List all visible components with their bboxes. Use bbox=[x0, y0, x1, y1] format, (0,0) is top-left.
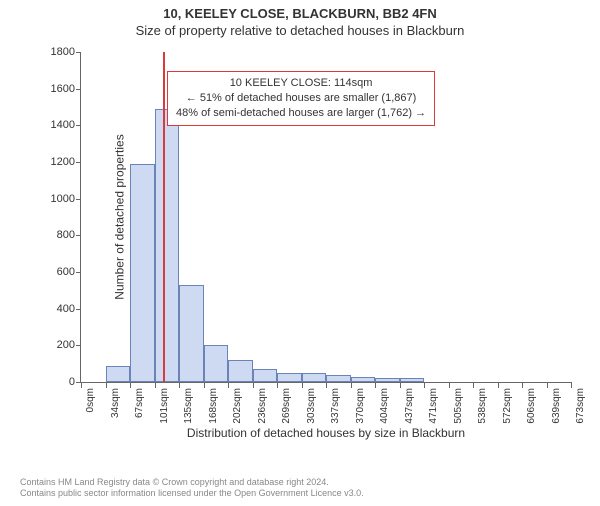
xtick-label: 202sqm bbox=[232, 388, 243, 424]
histogram-bar bbox=[155, 109, 180, 382]
ytick-label: 0 bbox=[69, 376, 75, 388]
xtick-label: 572sqm bbox=[502, 388, 513, 424]
ytick-label: 1000 bbox=[51, 193, 75, 205]
xtick-mark bbox=[498, 382, 499, 388]
xtick-label: 404sqm bbox=[379, 388, 390, 424]
xtick-mark bbox=[547, 382, 548, 388]
xtick-label: 639sqm bbox=[551, 388, 562, 424]
ytick-mark bbox=[76, 52, 81, 53]
histogram-bar bbox=[228, 360, 253, 382]
xtick-mark bbox=[473, 382, 474, 388]
xtick-label: 101sqm bbox=[159, 388, 170, 424]
xtick-mark bbox=[130, 382, 131, 388]
ytick-label: 600 bbox=[57, 266, 75, 278]
xtick-label: 437sqm bbox=[404, 388, 415, 424]
ytick-label: 1400 bbox=[51, 119, 75, 131]
ytick-mark bbox=[76, 235, 81, 236]
ytick-mark bbox=[76, 89, 81, 90]
xtick-mark bbox=[277, 382, 278, 388]
ytick-mark bbox=[76, 272, 81, 273]
xtick-mark bbox=[302, 382, 303, 388]
ytick-label: 1800 bbox=[51, 46, 75, 58]
xtick-mark bbox=[106, 382, 107, 388]
xtick-mark bbox=[81, 382, 82, 388]
ytick-mark bbox=[76, 162, 81, 163]
reference-line bbox=[163, 52, 165, 382]
y-axis-label: Number of detached properties bbox=[113, 134, 127, 299]
xtick-label: 135sqm bbox=[183, 388, 194, 424]
xtick-label: 34sqm bbox=[110, 388, 121, 418]
ytick-label: 200 bbox=[57, 339, 75, 351]
xtick-label: 303sqm bbox=[306, 388, 317, 424]
xtick-label: 269sqm bbox=[281, 388, 292, 424]
chart-title-sub: Size of property relative to detached ho… bbox=[0, 23, 600, 38]
annotation-line: 48% of semi-detached houses are larger (… bbox=[176, 106, 426, 121]
xtick-mark bbox=[522, 382, 523, 388]
histogram-bar bbox=[326, 375, 351, 382]
attribution-line-2: Contains public sector information licen… bbox=[20, 488, 364, 500]
xtick-mark bbox=[571, 382, 572, 388]
x-axis-label: Distribution of detached houses by size … bbox=[81, 426, 571, 440]
chart-title-main: 10, KEELEY CLOSE, BLACKBURN, BB2 4FN bbox=[0, 6, 600, 21]
xtick-label: 0sqm bbox=[85, 388, 96, 412]
annotation-box: 10 KEELEY CLOSE: 114sqm← 51% of detached… bbox=[167, 71, 435, 126]
histogram-bar bbox=[106, 366, 131, 383]
histogram-bar bbox=[253, 369, 278, 382]
histogram-bar bbox=[375, 378, 400, 382]
histogram-bar bbox=[302, 373, 327, 382]
ytick-mark bbox=[76, 309, 81, 310]
attribution-line-1: Contains HM Land Registry data © Crown c… bbox=[20, 477, 364, 489]
xtick-mark bbox=[375, 382, 376, 388]
ytick-mark bbox=[76, 125, 81, 126]
ytick-label: 800 bbox=[57, 229, 75, 241]
xtick-mark bbox=[228, 382, 229, 388]
xtick-label: 505sqm bbox=[453, 388, 464, 424]
histogram-bar bbox=[277, 373, 302, 382]
ytick-label: 400 bbox=[57, 303, 75, 315]
plot-area: Number of detached properties Distributi… bbox=[80, 52, 571, 383]
ytick-label: 1200 bbox=[51, 156, 75, 168]
histogram-bar bbox=[351, 377, 376, 382]
xtick-label: 168sqm bbox=[208, 388, 219, 424]
xtick-label: 538sqm bbox=[477, 388, 488, 424]
xtick-mark bbox=[204, 382, 205, 388]
xtick-label: 673sqm bbox=[575, 388, 586, 424]
xtick-label: 236sqm bbox=[257, 388, 268, 424]
xtick-mark bbox=[179, 382, 180, 388]
annotation-line: ← 51% of detached houses are smaller (1,… bbox=[176, 91, 426, 106]
histogram-bar bbox=[130, 164, 155, 382]
xtick-label: 606sqm bbox=[526, 388, 537, 424]
ytick-mark bbox=[76, 345, 81, 346]
xtick-mark bbox=[424, 382, 425, 388]
histogram-bar bbox=[179, 285, 204, 382]
xtick-label: 370sqm bbox=[355, 388, 366, 424]
xtick-label: 471sqm bbox=[428, 388, 439, 424]
xtick-mark bbox=[449, 382, 450, 388]
chart-container: Number of detached properties Distributi… bbox=[20, 42, 580, 432]
ytick-mark bbox=[76, 199, 81, 200]
histogram-bar bbox=[204, 345, 229, 382]
annotation-line: 10 KEELEY CLOSE: 114sqm bbox=[176, 76, 426, 91]
xtick-mark bbox=[400, 382, 401, 388]
histogram-bar bbox=[400, 378, 425, 382]
xtick-mark bbox=[155, 382, 156, 388]
xtick-mark bbox=[326, 382, 327, 388]
xtick-mark bbox=[253, 382, 254, 388]
attribution-text: Contains HM Land Registry data © Crown c… bbox=[20, 477, 364, 500]
xtick-label: 67sqm bbox=[134, 388, 145, 418]
xtick-mark bbox=[351, 382, 352, 388]
xtick-label: 337sqm bbox=[330, 388, 341, 424]
ytick-label: 1600 bbox=[51, 83, 75, 95]
